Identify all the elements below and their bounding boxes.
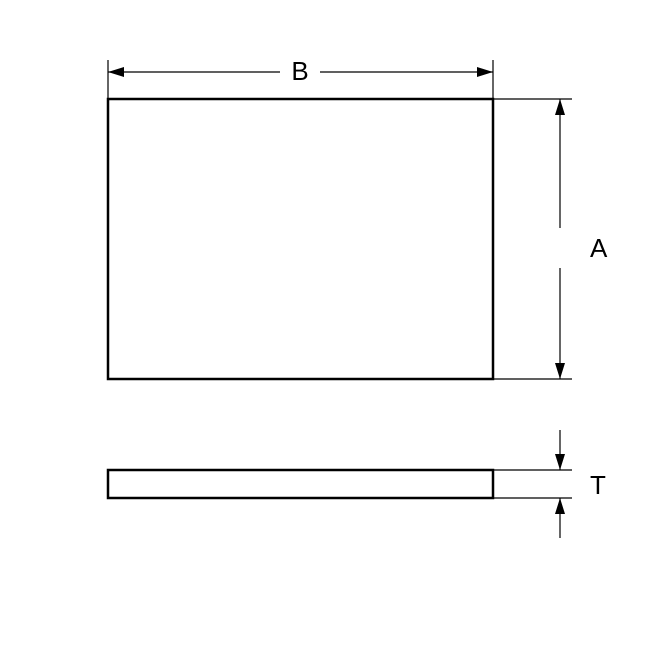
dim-label-t: T <box>590 470 606 500</box>
dim-label-b: B <box>291 56 308 86</box>
dimension-diagram: B A T <box>0 0 670 670</box>
side-plate <box>108 470 493 498</box>
top-plate <box>108 99 493 379</box>
dim-label-a: A <box>590 233 608 263</box>
